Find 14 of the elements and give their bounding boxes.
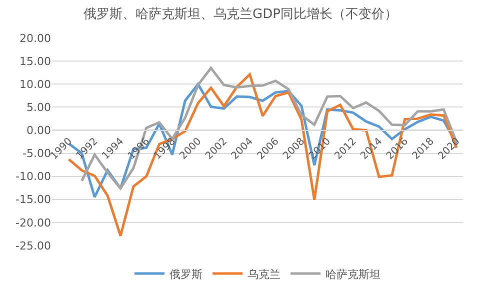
chart-title: 俄罗斯、哈萨克斯坦、乌克兰GDP同比增长（不变价） — [84, 7, 398, 22]
y-tick-label: 10.00 — [20, 78, 51, 91]
y-tick-label: -10.00 — [16, 170, 51, 184]
y-tick-label: -20.00 — [16, 216, 51, 230]
y-tick-label: 15.00 — [20, 54, 51, 68]
legend-label: 哈萨克斯坦 — [326, 268, 380, 281]
y-tick-label: -5.00 — [22, 147, 51, 160]
legend-label: 俄罗斯 — [170, 268, 202, 281]
y-tick-label: -15.00 — [16, 193, 51, 206]
y-tick-label: -25.00 — [16, 239, 51, 252]
y-tick-label: 0.00 — [26, 124, 51, 138]
legend-label: 乌克兰 — [248, 268, 280, 281]
y-tick-label: 5.00 — [26, 101, 51, 114]
y-tick-label: 20.00 — [20, 32, 51, 45]
